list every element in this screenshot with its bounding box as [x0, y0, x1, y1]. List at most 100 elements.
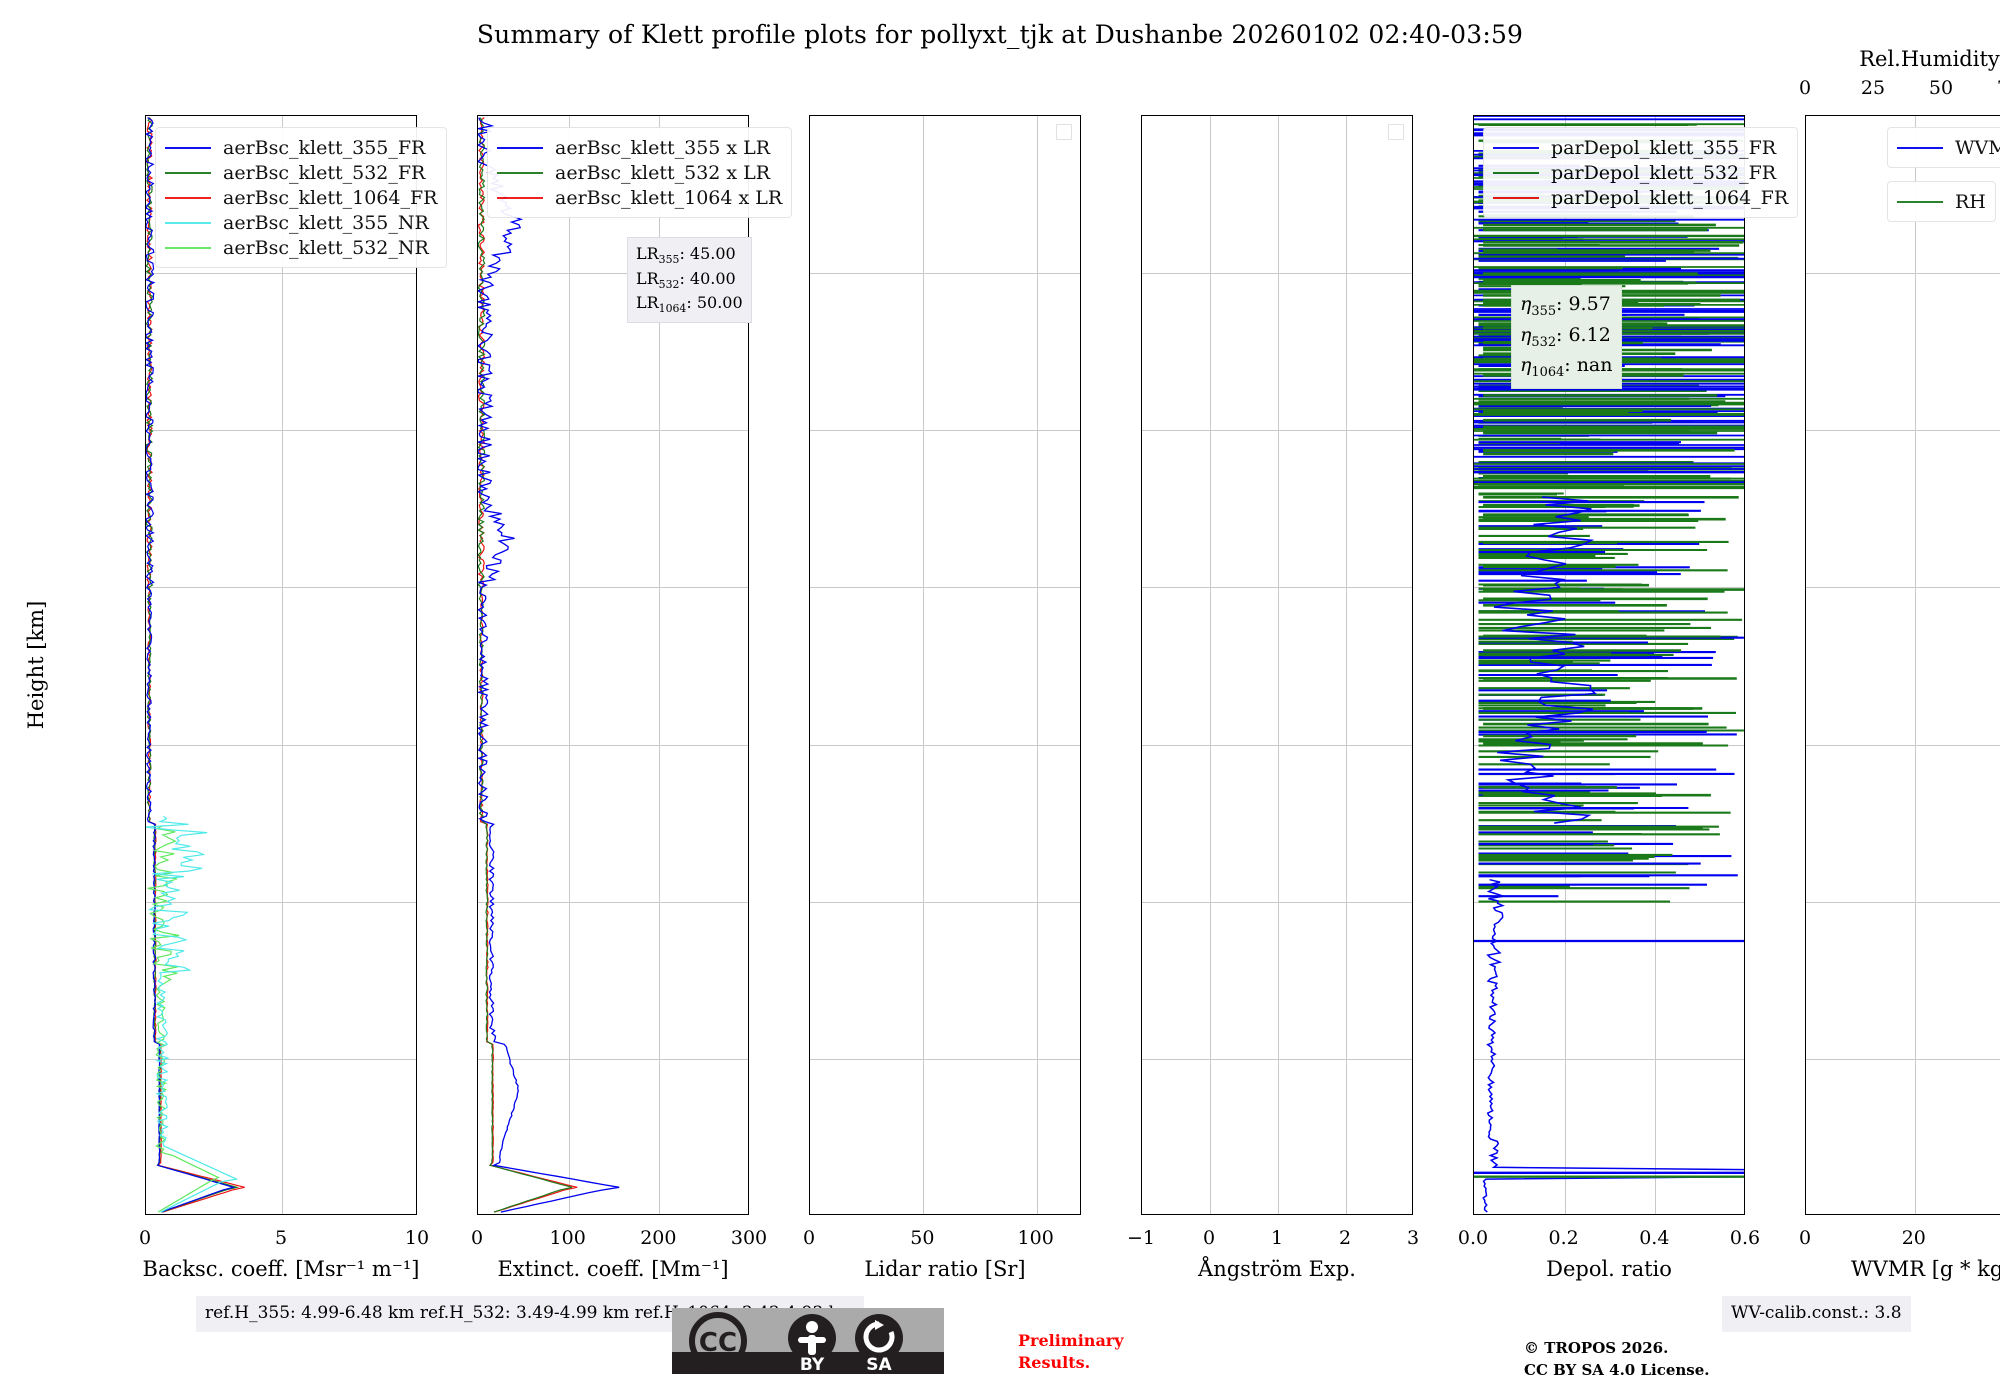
y-tick-label: 2 [1473, 1048, 1474, 1070]
y-tick-label: 6 [477, 734, 478, 756]
legend-label: parDepol_klett_355_FR [1551, 136, 1777, 159]
y-tick-right [1412, 587, 1413, 588]
gridline-horizontal [146, 744, 416, 746]
y-tick-label: 14 [1805, 115, 1806, 127]
empty-legend-box [1056, 124, 1072, 140]
y-tick-label: 8 [1805, 576, 1806, 598]
series-canvas-angstrom [1142, 116, 1412, 1214]
legend-wvmr-wvmr[interactable]: WVMR [1887, 127, 2000, 168]
y-tick-right [1744, 902, 1745, 903]
top-x-tick [1806, 115, 1807, 116]
legend-label: aerBsc_klett_355 x LR [555, 136, 771, 159]
legend-item[interactable]: aerBsc_klett_532_FR [165, 160, 437, 185]
annotation-box-depolarization: η355: 9.57 η532: 6.12 η1064: nan [1511, 285, 1622, 389]
legend-item[interactable]: parDepol_klett_532_FR [1493, 160, 1788, 185]
gridline-horizontal [1142, 273, 1412, 275]
legend-item[interactable]: aerBsc_klett_355 x LR [497, 135, 782, 160]
legend-backscatter[interactable]: aerBsc_klett_355_FR aerBsc_klett_532_FR ae… [155, 127, 448, 268]
gridline-horizontal [1806, 587, 2000, 589]
legend-item[interactable]: parDepol_klett_355_FR [1493, 135, 1788, 160]
legend-color-swatch [165, 196, 211, 199]
legend-label: aerBsc_klett_532_NR [223, 236, 429, 259]
x-tick-label: 100 [549, 1227, 586, 1249]
y-tick-label: 10 [477, 419, 478, 441]
legend-item[interactable]: aerBsc_klett_1064_FR [165, 185, 437, 210]
data-series-line [146, 815, 239, 1213]
annotation-line: η532: 6.12 [1520, 322, 1613, 353]
y-tick-label: 12 [1805, 262, 1806, 284]
y-tick-label: 12 [1473, 262, 1474, 284]
plot-area-extinction [478, 116, 748, 1214]
legend-extinction[interactable]: aerBsc_klett_355 x LR aerBsc_klett_532 x … [487, 127, 793, 218]
legend-item[interactable]: parDepol_klett_1064_FR [1493, 185, 1788, 210]
gridline-horizontal [1474, 1058, 1744, 1060]
y-tick-label: 12 [477, 262, 478, 284]
legend-depolarization[interactable]: parDepol_klett_355_FR parDepol_klett_532_… [1483, 127, 1799, 218]
gridline-horizontal [1806, 273, 2000, 275]
y-tick-right [416, 273, 417, 274]
svg-text:CC: CC [699, 1328, 737, 1358]
x-tick-top [282, 115, 283, 116]
plot-area-depolarization [1474, 116, 1744, 1214]
x-tick-top [1142, 115, 1143, 116]
legend-color-swatch [497, 146, 543, 149]
x-tick-label: 0 [1202, 1227, 1216, 1249]
x-tick [1806, 1214, 1807, 1215]
legend-item[interactable]: aerBsc_klett_1064 x LR [497, 185, 782, 210]
legend-item[interactable]: aerBsc_klett_532_NR [165, 235, 437, 260]
y-tick-label: 8 [145, 576, 146, 598]
x-tick-label: −1 [1126, 1227, 1156, 1249]
gridline-horizontal [478, 1058, 748, 1060]
wv-calibration-note: WV-calib.const.: 3.8 [1722, 1296, 1911, 1332]
y-tick-label: 10 [145, 419, 146, 441]
x-tick-label: 0.6 [1729, 1227, 1761, 1249]
legend-item[interactable]: aerBsc_klett_355_FR [165, 135, 437, 160]
legend-label: aerBsc_klett_1064 x LR [555, 186, 783, 209]
gridline-horizontal [146, 1058, 416, 1060]
x-tick-label: 0 [138, 1227, 152, 1249]
gridline-horizontal [810, 744, 1080, 746]
preliminary-results-note: Preliminary Results. [1018, 1331, 1124, 1372]
y-tick-right [1080, 902, 1081, 903]
legend-item[interactable]: WVMR [1897, 135, 2000, 160]
legend-item[interactable]: aerBsc_klett_532 x LR [497, 160, 782, 185]
legend-label: aerBsc_klett_532_FR [223, 161, 426, 184]
series-canvas-wvmr [1806, 116, 2000, 1214]
legend-label: aerBsc_klett_355_NR [223, 211, 429, 234]
x-tick-label: 3 [1406, 1227, 1420, 1249]
gridline-horizontal [1806, 744, 2000, 746]
legend-item[interactable]: aerBsc_klett_355_NR [165, 210, 437, 235]
y-tick-right [1412, 116, 1413, 117]
legend-label: aerBsc_klett_532 x LR [555, 161, 771, 184]
legend-item[interactable]: RH [1897, 189, 1986, 214]
annotation-line: η355: 9.57 [1520, 291, 1613, 322]
gridline-horizontal [478, 587, 748, 589]
x-tick-label: 0.0 [1457, 1227, 1489, 1249]
annotation-subscript: 532 [1531, 334, 1557, 350]
x-tick [1565, 1214, 1566, 1215]
x-tick [1346, 1214, 1347, 1215]
legend-color-swatch [165, 246, 211, 249]
y-tick-right [1412, 430, 1413, 431]
x-tick-top [1565, 115, 1566, 116]
page-title: Summary of Klett profile plots for polly… [476, 20, 1524, 49]
y-tick-label: 12 [809, 262, 810, 284]
annotation-symbol: η [1520, 293, 1532, 315]
annotation-symbol: LR [636, 244, 659, 263]
x-tick-label: 5 [274, 1227, 288, 1249]
y-tick-right [1080, 430, 1081, 431]
y-tick-label: 6 [1473, 734, 1474, 756]
x-axis-title-angstrom: Ångström Exp. [1198, 1257, 1356, 1281]
legend-color-swatch [1493, 171, 1539, 174]
x-tick-top [1278, 115, 1279, 116]
top-x-tick [1942, 115, 1943, 116]
x-tick [569, 1214, 570, 1215]
legend-wvmr-rh[interactable]: RH [1887, 181, 1996, 222]
y-tick-label: 14 [145, 115, 146, 127]
annotation-line: LR355: 45.00 [636, 243, 743, 268]
x-tick-top [810, 115, 811, 116]
x-axis-title-lidar-ratio: Lidar ratio [Sr] [864, 1257, 1026, 1281]
top-axis-title-rh: Rel.Humidity [%] [1859, 47, 2000, 71]
gridline-horizontal [1142, 901, 1412, 903]
plot-area-wvmr [1806, 116, 2000, 1214]
